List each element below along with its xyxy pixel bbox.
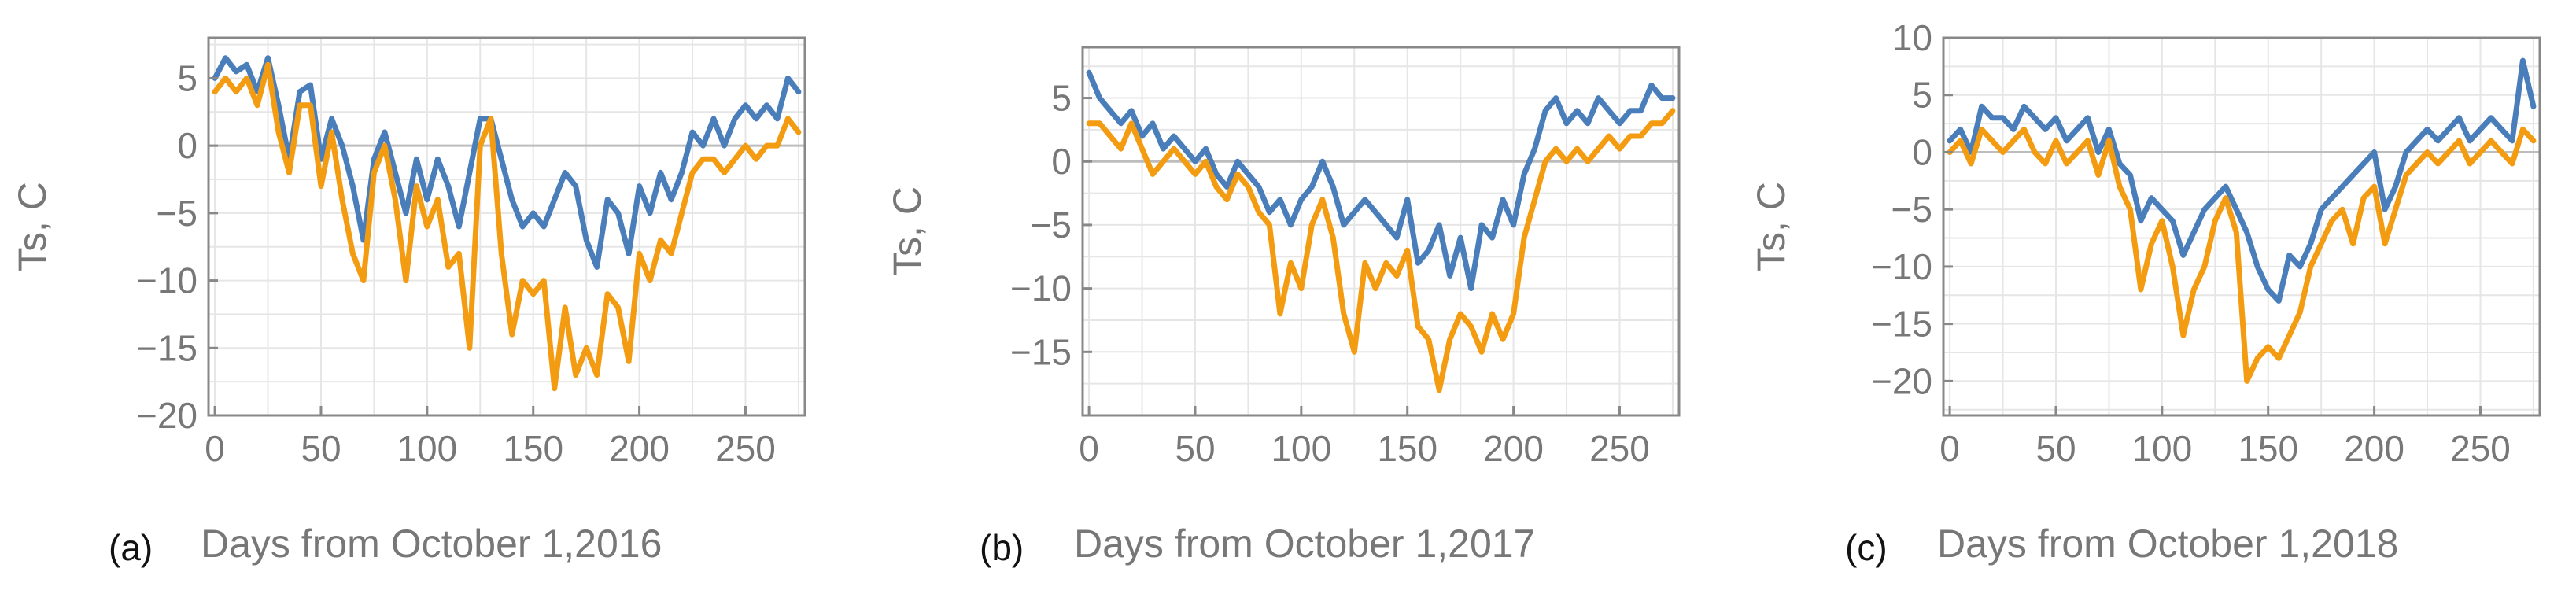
x-tick-label-c: 200 <box>2344 428 2404 469</box>
y-tick-label-a: 0 <box>177 125 197 166</box>
x-axis-title-c: Days from October 1,2018 <box>1937 522 2398 566</box>
y-tick-label-b: 0 <box>1051 141 1072 182</box>
panel-label-a: (a) <box>109 527 153 568</box>
x-tick-label-a: 200 <box>609 428 670 469</box>
y-tick-label-b: −5 <box>1031 205 1072 245</box>
panel-b: 0 50 100 150 200 250 −15 −10 −5 0 5 Ts, C (b) Days fr… <box>885 46 1681 568</box>
x-axis-title-a: Days from October 1,2016 <box>201 522 662 566</box>
y-tick-label-c: −5 <box>1891 189 1932 230</box>
x-tick-label-b: 100 <box>1271 428 1331 469</box>
y-tick-label-a: 5 <box>177 57 197 98</box>
series-line-c-2 <box>1947 126 2537 384</box>
x-tick-label-b: 200 <box>1483 428 1544 469</box>
y-tick-label-c: 0 <box>1912 131 1932 172</box>
plot-frame-b <box>1081 46 1681 417</box>
y-tick-label-a: −15 <box>136 327 197 368</box>
panel-label-c: (c) <box>1845 527 1888 568</box>
y-tick-label-c: 5 <box>1912 75 1932 116</box>
panel-label-b: (b) <box>980 527 1024 568</box>
series-line-a-2 <box>212 61 802 392</box>
plot-area-a <box>209 38 805 415</box>
y-axis-title-c: Ts, C <box>1749 182 1793 271</box>
x-axis-title-b: Days from October 1,2017 <box>1074 522 1535 566</box>
x-tick-label-a: 150 <box>503 428 563 469</box>
plot-frame-a <box>207 36 806 417</box>
x-tick-label-b: 50 <box>1175 428 1215 469</box>
y-tick-label-a: −10 <box>136 260 197 301</box>
y-axis-title-b: Ts, C <box>885 186 929 276</box>
y-tick-label-b: −10 <box>1010 268 1072 309</box>
x-tick-label-b: 250 <box>1589 428 1650 469</box>
panel-c: 0 50 100 150 200 250 −20 −15 −10 −5 0 5 10 Ts, C (c) Da… <box>1749 17 2541 568</box>
y-tick-label-b: 5 <box>1051 78 1072 119</box>
x-tick-label-c: 0 <box>1939 428 1960 469</box>
x-tick-label-b: 150 <box>1377 428 1437 469</box>
x-tick-label-c: 150 <box>2238 428 2298 469</box>
x-tick-label-c: 250 <box>2450 428 2511 469</box>
series-line-b-1 <box>1086 69 1676 292</box>
series-line-b-2 <box>1086 108 1676 393</box>
panel-a: 0 50 100 150 200 250 −20 −15 −10 −5 0 5 Ts, C (a) Days… <box>10 36 806 568</box>
y-tick-label-c: −15 <box>1871 304 1932 345</box>
x-tick-label-b: 0 <box>1079 428 1099 469</box>
x-tick-label-c: 50 <box>2035 428 2076 469</box>
x-tick-label-a: 250 <box>715 428 776 469</box>
y-tick-label-c: 10 <box>1892 17 1932 58</box>
y-axis-title-a: Ts, C <box>10 182 54 271</box>
y-tick-label-a: −5 <box>157 193 197 234</box>
x-tick-label-a: 0 <box>205 428 225 469</box>
plot-area-b <box>1083 47 1679 415</box>
y-tick-label-c: −20 <box>1871 360 1932 401</box>
series-line-c-1 <box>1947 57 2537 304</box>
y-tick-label-c: −10 <box>1871 246 1932 287</box>
x-tick-label-c: 100 <box>2131 428 2192 469</box>
series-line-a-1 <box>212 55 802 270</box>
y-tick-label-a: −20 <box>136 395 197 436</box>
x-tick-label-a: 100 <box>397 428 457 469</box>
x-tick-label-a: 50 <box>301 428 341 469</box>
y-tick-label-b: −15 <box>1010 331 1072 372</box>
plot-frame-c <box>1942 36 2541 417</box>
